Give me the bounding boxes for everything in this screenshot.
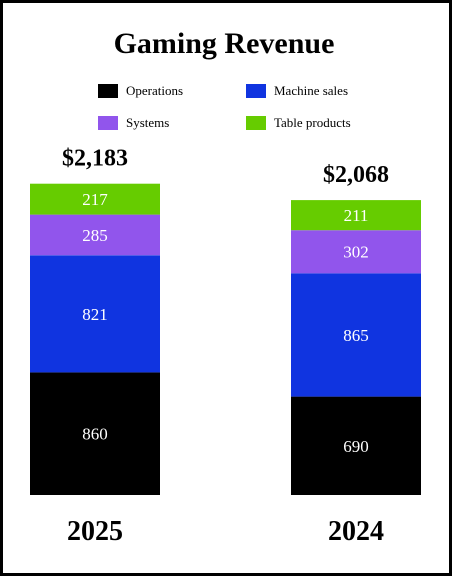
data-label-2025-systems: 285 — [82, 226, 108, 245]
legend-swatch-operations — [98, 84, 118, 98]
data-label-2025-table-products: 217 — [82, 190, 108, 209]
total-label-2024: $2,068 — [323, 162, 389, 188]
bar-2025-table-products — [30, 183, 160, 215]
data-label-2024-systems: 302 — [343, 243, 369, 262]
chart-title: Gaming Revenue — [114, 27, 335, 60]
total-label-2025: $2,183 — [62, 146, 128, 172]
data-label-2024-table-products: 211 — [344, 206, 369, 225]
legend-label-table-products: Table products — [274, 115, 351, 130]
legend: Operations Machine sales Systems Table p… — [98, 83, 351, 130]
data-label-2024-operations: 690 — [343, 437, 369, 456]
data-label-2024-machine-sales: 865 — [343, 326, 369, 345]
bar-2024-table-products — [291, 200, 421, 231]
bar-2025-systems — [30, 214, 160, 256]
data-label-2025-machine-sales: 821 — [82, 305, 108, 324]
legend-swatch-systems — [98, 116, 118, 130]
bar-2024-systems — [291, 230, 421, 274]
category-label-2025: 2025 — [67, 516, 123, 547]
bar-2025-operations — [30, 372, 160, 495]
bars-group: 860 821 285 217 $2,183 2025 690 865 302 211 $2,068… — [30, 146, 421, 547]
data-label-2025-operations: 860 — [82, 425, 108, 444]
legend-label-operations: Operations — [126, 83, 183, 98]
legend-swatch-machine-sales — [246, 84, 266, 98]
bar-2024-machine-sales — [291, 273, 421, 397]
legend-label-machine-sales: Machine sales — [274, 83, 348, 98]
category-label-2024: 2024 — [328, 516, 384, 547]
legend-swatch-table-products — [246, 116, 266, 130]
bar-2025-machine-sales — [30, 255, 160, 373]
legend-label-systems: Systems — [126, 115, 169, 130]
bar-2024-operations — [291, 396, 421, 495]
